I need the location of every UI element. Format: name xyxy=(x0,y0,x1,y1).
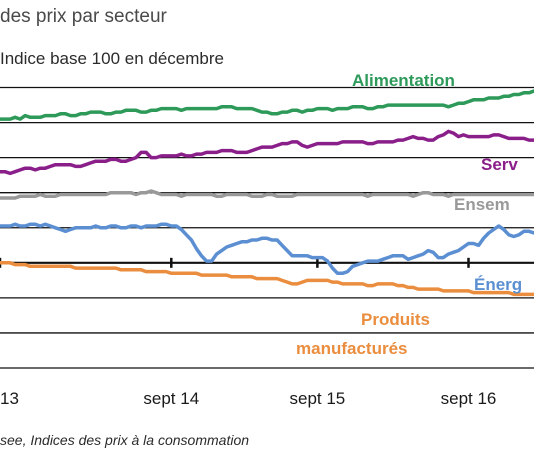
x-axis-ticks xyxy=(0,257,534,268)
series-labels: Alimentation Serv Ensem Énerg Produits m… xyxy=(296,71,522,358)
series-label-manufactures-line2: manufacturés xyxy=(296,339,407,358)
series-label-energie: Énerg xyxy=(474,275,522,294)
source-note: see, Indices des prix à la consommation xyxy=(0,432,250,448)
series-line-ensemble xyxy=(0,189,534,200)
chart-title: des prix par secteur xyxy=(0,6,167,27)
x-axis-labels: 13 sept 14 sept 15 sept 16 xyxy=(0,389,496,408)
gridlines xyxy=(0,86,534,369)
series-label-ensemble: Ensem xyxy=(454,195,510,214)
series-line-alimentation xyxy=(0,89,534,121)
chart-subtitle: Indice base 100 en décembre xyxy=(0,49,224,68)
x-tick-label: sept 14 xyxy=(143,389,199,408)
series-label-alimentation: Alimentation xyxy=(352,71,455,90)
x-tick-label: sept 15 xyxy=(289,389,345,408)
series-line-produits-manufacturés xyxy=(0,261,534,297)
series-line-services xyxy=(0,129,534,176)
series-lines xyxy=(0,89,534,297)
series-label-services: Serv xyxy=(481,155,518,174)
x-tick-label: sept 16 xyxy=(441,389,497,408)
series-line-énergie xyxy=(0,222,534,276)
x-tick-label: 13 xyxy=(0,389,19,408)
series-label-manufactures-line1: Produits xyxy=(361,310,430,329)
